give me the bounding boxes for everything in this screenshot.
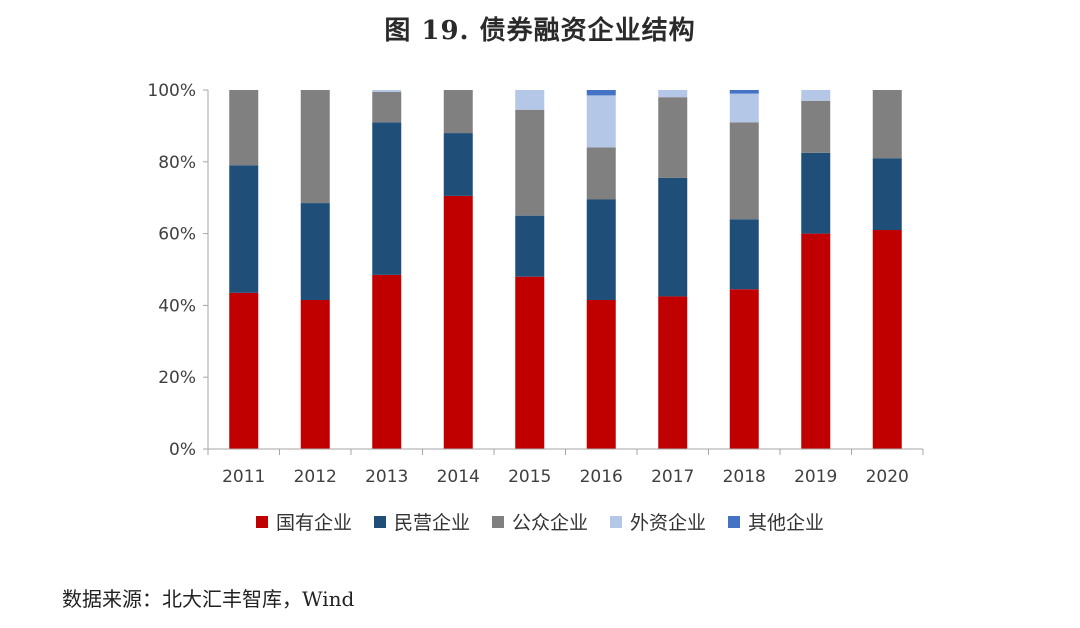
- bar-segment: [372, 91, 402, 123]
- bar-segment: [801, 100, 831, 153]
- legend-swatch: [610, 515, 622, 528]
- y-tick-label: 60%: [158, 225, 196, 245]
- bar-segment: [658, 90, 688, 98]
- bar-segment: [586, 300, 616, 449]
- x-tick-label: 2013: [365, 467, 408, 487]
- bar-segment: [586, 147, 616, 200]
- bar-segment: [729, 122, 759, 220]
- bar-segment: [515, 90, 545, 110]
- bar-segment: [658, 296, 688, 449]
- legend-label: 民营企业: [393, 512, 470, 534]
- bar-segment: [229, 165, 259, 293]
- x-tick-label: 2012: [294, 467, 337, 487]
- bar-segment: [586, 199, 616, 301]
- legend-item: 其他企业: [728, 508, 824, 535]
- x-tick-label: 2014: [437, 467, 480, 487]
- x-tick-label: 2019: [794, 467, 837, 487]
- x-tick-label: 2020: [866, 467, 909, 487]
- bar-segment: [729, 289, 759, 449]
- chart-svg: 0% 20% 40% 60% 80% 100% 2011 2012 2013 2014 2015 20…: [147, 81, 924, 487]
- x-tick-label: 2016: [580, 467, 623, 487]
- legend-item: 民营企业: [373, 508, 470, 535]
- legend-swatch: [373, 515, 386, 528]
- legend-label: 其他企业: [748, 512, 825, 534]
- bar-segment: [300, 90, 330, 204]
- y-tick-label: 100%: [147, 81, 196, 101]
- bar-segment: [801, 233, 831, 449]
- bar-segment: [658, 177, 688, 297]
- legend-label: 外资企业: [630, 512, 707, 534]
- y-tick-label: 40%: [158, 296, 196, 316]
- legend-label: 国有企业: [275, 512, 352, 534]
- bar-segment: [300, 203, 330, 301]
- chart-title: 图 19. 债券融资企业结构: [384, 16, 696, 46]
- bar-segment: [229, 292, 259, 449]
- legend-item: 公众企业: [491, 508, 588, 535]
- bar-segment: [586, 90, 616, 96]
- bar-segment: [372, 274, 402, 449]
- bar-segment: [872, 230, 902, 449]
- legend: 国有企业 民营企业 公众企业 外资企业 其他企业: [0, 508, 1080, 535]
- x-tick-label: 2015: [508, 467, 551, 487]
- legend-swatch: [728, 515, 741, 528]
- bar-segment: [515, 276, 545, 449]
- legend-label: 公众企业: [511, 512, 588, 534]
- bar-segment: [872, 90, 902, 159]
- bar-segment: [372, 90, 402, 92]
- bar-segment: [515, 109, 545, 216]
- bar-segment: [515, 215, 545, 277]
- bar-segment: [443, 90, 473, 134]
- bar-segment: [729, 219, 759, 290]
- bar-segment: [658, 97, 688, 178]
- bar-segment: [372, 122, 402, 275]
- bar-segment: [229, 90, 259, 166]
- bar-segment: [586, 95, 616, 148]
- bar-segment: [729, 93, 759, 123]
- bar-segment: [443, 195, 473, 449]
- legend-item: 国有企业: [255, 508, 352, 535]
- legend-swatch: [491, 515, 504, 528]
- bar-segment: [729, 90, 759, 94]
- y-tick-label: 20%: [158, 368, 196, 388]
- y-tick-label: 80%: [158, 153, 196, 173]
- bar-segment: [801, 90, 831, 101]
- bar-segment: [801, 152, 831, 234]
- legend-item: 外资企业: [610, 508, 706, 535]
- legend-swatch: [255, 515, 268, 528]
- y-tick-label: 0%: [169, 440, 196, 460]
- bar-segment: [300, 300, 330, 449]
- x-tick-label: 2018: [723, 467, 766, 487]
- bar-segment: [872, 158, 902, 231]
- source-note: 数据来源：北大汇丰智库，Wind: [62, 587, 355, 611]
- x-tick-label: 2011: [222, 467, 265, 487]
- bar-segment: [443, 133, 473, 196]
- x-tick-label: 2017: [651, 467, 694, 487]
